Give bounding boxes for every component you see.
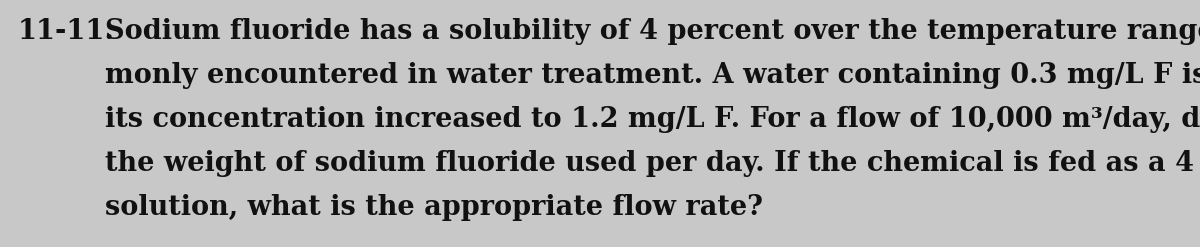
Text: Sodium fluoride has a solubility of 4 percent over the temperature range com-: Sodium fluoride has a solubility of 4 pe… [106,18,1200,45]
Text: monly encountered in water treatment. A water containing 0.3 mg/L F is to have: monly encountered in water treatment. A … [106,62,1200,89]
Text: 11-11.: 11-11. [18,18,115,45]
Text: the weight of sodium fluoride used per day. If the chemical is fed as a 4 percen: the weight of sodium fluoride used per d… [106,150,1200,177]
Text: its concentration increased to 1.2 mg/L F. For a flow of 10,000 m³/day, determin: its concentration increased to 1.2 mg/L … [106,106,1200,133]
Text: solution, what is the appropriate flow rate?: solution, what is the appropriate flow r… [106,194,763,221]
